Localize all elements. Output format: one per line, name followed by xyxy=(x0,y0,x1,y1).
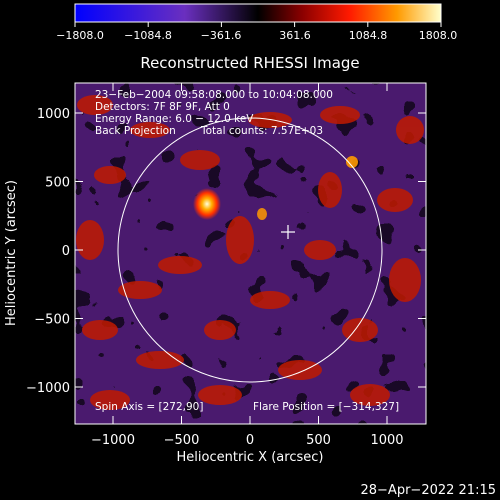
colorbar xyxy=(75,4,441,22)
colorbar-tick-label-4: 361.6 xyxy=(279,29,311,42)
solar-image xyxy=(75,83,426,424)
solar-limb-circle xyxy=(117,117,383,383)
spin-axis-marker xyxy=(281,225,295,239)
x-tick-label-3: 0 xyxy=(246,433,254,448)
colorbar-ticks xyxy=(74,22,442,27)
colorbar-tick-label-5: 1084.8 xyxy=(349,29,388,42)
y-tick-label-2: 500 xyxy=(45,176,70,191)
colorbar-frame xyxy=(74,3,442,23)
colorbar-tick-label-2: −1084.8 xyxy=(124,29,172,42)
info-method: Back Projection xyxy=(95,125,176,137)
y-tick-label-4: −500 xyxy=(34,313,70,328)
x-tick-label-5: 1000 xyxy=(370,433,403,448)
y-tick-label-5: −1000 xyxy=(26,381,70,396)
x-axis-label: Heliocentric X (arcsec) xyxy=(177,450,324,465)
x-tick-label-1: −1000 xyxy=(91,433,135,448)
x-axis-ticks xyxy=(112,83,388,424)
y-tick-label-1: 1000 xyxy=(37,107,70,122)
flare-source xyxy=(193,188,221,220)
info-time-range: 23−Feb−2004 09:58:08.000 to 10:04:08.000 xyxy=(95,89,333,101)
timestamp: 28−Apr−2022 21:15 xyxy=(361,483,497,498)
x-tick-label-4: 500 xyxy=(306,433,331,448)
info-spin-axis: Spin Axis = [272,90] xyxy=(95,401,203,413)
info-flare-position: Flare Position = [−314,327] xyxy=(253,401,399,413)
y-tick-label-3: 0 xyxy=(62,244,70,259)
colorbar-tick-label-6: 1808.0 xyxy=(419,29,458,42)
x-tick-label-2: −500 xyxy=(164,433,200,448)
plot-title: Reconstructed RHESSI Image xyxy=(140,54,359,72)
info-total-counts: Total counts: 7.57E+03 xyxy=(200,125,323,137)
info-detectors: Detectors: 7F 8F 9F, Att 0 xyxy=(95,101,230,113)
y-axis-ticks xyxy=(75,112,426,388)
info-energy-range: Energy Range: 6.0 − 12.0 keV xyxy=(95,113,254,125)
colorbar-tick-label-1: −1808.0 xyxy=(56,29,104,42)
y-axis-label: Heliocentric Y (arcsec) xyxy=(4,180,19,326)
colorbar-tick-label-3: −361.6 xyxy=(201,29,242,42)
